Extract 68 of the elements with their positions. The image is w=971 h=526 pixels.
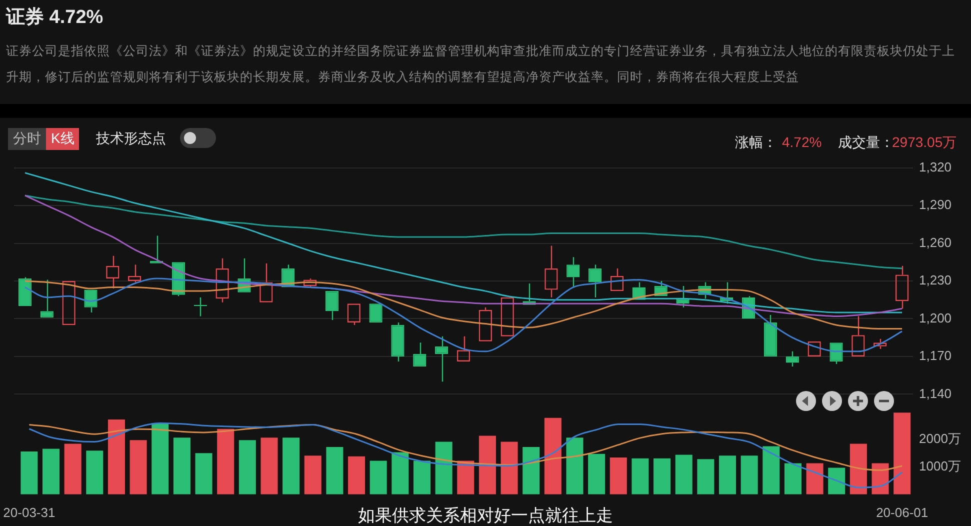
- bar: [784, 463, 802, 494]
- text: K线: [46, 128, 80, 150]
- text: 成交量：: [838, 134, 894, 152]
- text: 如果供求关系相对好一点就往上走: [358, 506, 613, 525]
- x-tick-label: 20-03-31: [3, 504, 56, 520]
- text: 技术形态点: [96, 130, 166, 148]
- bar: [654, 458, 671, 494]
- candlestick: [18, 276, 32, 306]
- bar: [478, 436, 496, 494]
- bar: [828, 468, 846, 494]
- y-tick-label: 1,320: [919, 159, 952, 174]
- bar: [217, 428, 234, 494]
- bar: [740, 456, 758, 494]
- bar: [894, 412, 911, 494]
- bar: [86, 450, 104, 494]
- text: 涨幅：: [735, 134, 777, 152]
- bar: [152, 423, 169, 494]
- bar: [130, 440, 147, 494]
- bar: [566, 438, 584, 494]
- bar: [304, 456, 322, 494]
- candlestick: [434, 336, 448, 382]
- bar: [173, 438, 190, 494]
- y-tick-label: 2000万: [919, 430, 961, 446]
- bar: [675, 454, 692, 494]
- y-tick-label: 1,230: [919, 272, 952, 288]
- line-series: [24, 194, 903, 270]
- chart-subtitle: 证券公司是指依照《公司法》和《证券法》的规定设立的并经国务院证券监督管理机构审查批准而成立的专门经营证券业务，具有独立法人地位的有限责板块仍处于上升期，修订后的监管规则将有利于该板块的长期发展。券商业务及收入结构的调整有望提高净资产收益率。同时，券商将在很大程度上受益: [6, 43, 956, 86]
- candlestick: [676, 285, 690, 308]
- bar: [544, 418, 562, 494]
- bar: [719, 456, 736, 494]
- bar: [435, 442, 452, 494]
- x-tick-label: 20-06-01: [876, 504, 928, 520]
- bar: [370, 460, 387, 494]
- bar: [522, 447, 540, 494]
- bar: [42, 448, 60, 494]
- y-tick-label: 1000万: [919, 458, 961, 474]
- chart-title: 证券 4.72%: [6, 6, 104, 30]
- bar: [282, 438, 300, 494]
- text: 分时: [8, 128, 46, 150]
- y-tick-label: 1,290: [919, 197, 952, 212]
- bar: [108, 420, 125, 494]
- bar: [610, 458, 627, 494]
- y-tick-label: 1,200: [919, 310, 952, 326]
- bar: [500, 442, 518, 494]
- line-series: [24, 194, 903, 317]
- bar: [413, 460, 431, 494]
- bar: [762, 446, 780, 494]
- bar: [806, 463, 824, 494]
- y-tick-label: 1,260: [919, 234, 952, 250]
- bar: [850, 444, 867, 494]
- line-series: [28, 424, 903, 471]
- bar: [238, 440, 256, 494]
- candlestick: [40, 279, 54, 318]
- bar: [64, 444, 82, 494]
- bar: [348, 456, 366, 494]
- bar: [195, 453, 212, 494]
- y-tick-label: 1,140: [919, 386, 952, 401]
- line-series: [28, 422, 903, 488]
- text: 4.72%: [782, 134, 822, 150]
- text: 2973.05万: [892, 134, 957, 152]
- bar: [632, 458, 649, 494]
- bar: [20, 451, 38, 494]
- bar: [392, 452, 409, 494]
- bar: [697, 459, 714, 494]
- bar: [260, 438, 278, 494]
- bar: [588, 454, 606, 494]
- y-tick-label: 1,170: [919, 348, 952, 364]
- bar: [326, 447, 344, 494]
